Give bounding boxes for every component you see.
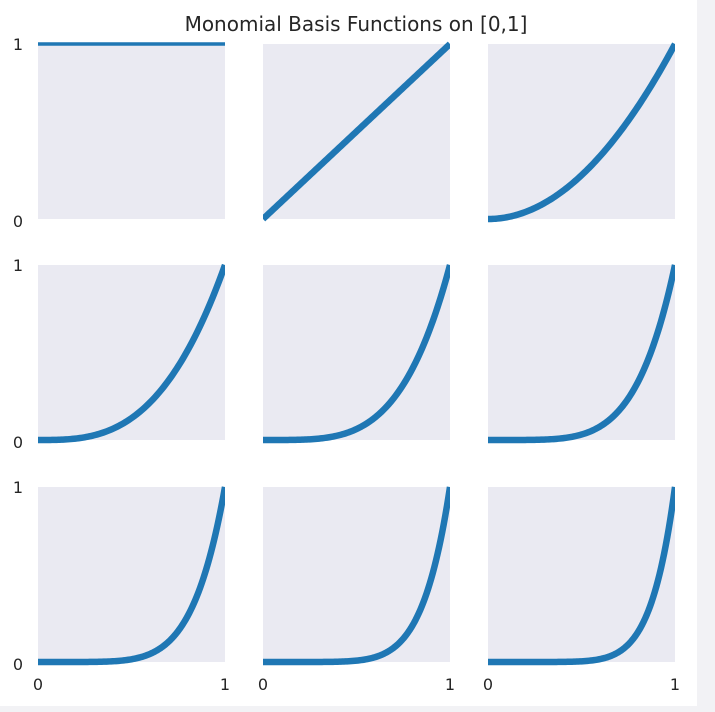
panel-background: [38, 487, 225, 662]
panel-7: [38, 486, 225, 666]
panel-5: [263, 264, 450, 444]
panel-background: [263, 487, 450, 662]
panels-layer: [38, 41, 675, 666]
panel-background: [38, 265, 225, 440]
x-tick-label-max: 1: [670, 675, 680, 694]
series-line-x8: [488, 486, 675, 666]
panel-background: [38, 44, 225, 219]
y-tick-label-max: 1: [13, 256, 23, 275]
panel-background: [488, 487, 675, 662]
x-tick-label-min: 0: [33, 675, 43, 694]
x-tick-label-min: 0: [483, 675, 493, 694]
panel-background: [488, 265, 675, 440]
panel-2: [263, 41, 450, 222]
chart-title: Monomial Basis Functions on [0,1]: [185, 12, 528, 36]
series-line-x6: [38, 486, 225, 666]
series-line-x7: [263, 486, 450, 666]
panel-3: [488, 42, 675, 223]
x-tick-label-max: 1: [445, 675, 455, 694]
series-line-x4: [263, 264, 450, 444]
panel-8: [263, 486, 450, 666]
figure-edge-strip: [697, 0, 715, 712]
x-tick-label-min: 0: [258, 675, 268, 694]
y-tick-label-min: 0: [13, 212, 23, 231]
figure-bottom-strip: [0, 706, 715, 712]
y-tick-label-max: 1: [13, 35, 23, 54]
panel-1: [38, 42, 225, 219]
series-line-x5: [488, 264, 675, 444]
series-line-x2: [488, 42, 675, 223]
panel-background: [488, 44, 675, 219]
panel-4: [38, 263, 225, 444]
series-line-x3: [38, 263, 225, 444]
y-tick-label-max: 1: [13, 478, 23, 497]
panel-6: [488, 264, 675, 444]
series-line-x1: [263, 41, 450, 222]
y-tick-label-min: 0: [13, 433, 23, 452]
panel-9: [488, 486, 675, 666]
y-tick-label-min: 0: [13, 655, 23, 674]
x-tick-label-max: 1: [220, 675, 230, 694]
